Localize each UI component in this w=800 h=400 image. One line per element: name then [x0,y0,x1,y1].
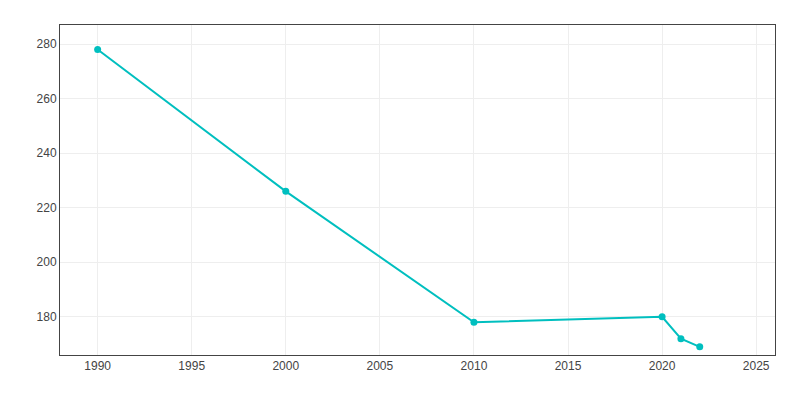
svg-text:2015: 2015 [555,359,582,373]
svg-text:260: 260 [37,92,57,106]
svg-text:2000: 2000 [272,359,299,373]
svg-text:200: 200 [37,255,57,269]
svg-text:2020: 2020 [649,359,676,373]
svg-text:1990: 1990 [84,359,111,373]
svg-text:2025: 2025 [743,359,770,373]
svg-text:280: 280 [37,37,57,51]
svg-text:220: 220 [37,201,57,215]
svg-text:240: 240 [37,146,57,160]
svg-text:180: 180 [37,310,57,324]
svg-text:2010: 2010 [461,359,488,373]
svg-text:2005: 2005 [367,359,394,373]
svg-text:1995: 1995 [178,359,205,373]
